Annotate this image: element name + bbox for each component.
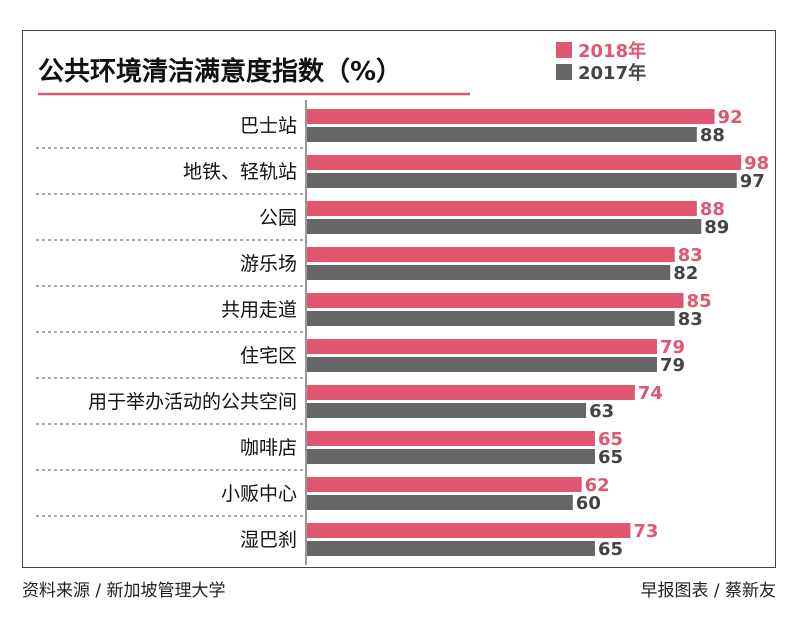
bar-2017	[307, 357, 657, 372]
bar-2017	[307, 219, 702, 234]
value-label: 98	[744, 153, 769, 174]
bar-2017	[307, 173, 737, 188]
legend-swatch-1	[556, 64, 572, 80]
bar-2018	[307, 385, 635, 400]
value-label: 92	[718, 107, 743, 128]
value-label: 74	[638, 383, 663, 404]
value-label: 88	[700, 125, 725, 146]
category-label: 巴士站	[240, 115, 297, 137]
bar-2017	[307, 403, 587, 418]
category-labels: 巴士站地铁、轻轨站公园游乐场共用走道住宅区用于举办活动的公共空间咖啡店小贩中心湿…	[88, 115, 297, 551]
value-label: 82	[673, 263, 698, 284]
bar-2018	[307, 201, 697, 216]
category-label: 公园	[259, 207, 297, 229]
category-label: 用于举办活动的公共空间	[88, 391, 297, 413]
value-label: 62	[585, 475, 610, 496]
bar-2017	[307, 127, 697, 142]
bar-2018	[307, 109, 715, 124]
value-label: 83	[678, 309, 703, 330]
bar-2017	[307, 449, 595, 464]
value-label: 79	[660, 337, 685, 358]
value-label: 73	[633, 521, 658, 542]
value-label: 89	[704, 217, 729, 238]
category-label: 共用走道	[221, 299, 297, 321]
legend-swatch-0	[556, 42, 572, 58]
bar-2017	[307, 541, 595, 556]
bar-2018	[307, 293, 684, 308]
bar-2018	[307, 247, 675, 262]
value-label: 60	[576, 493, 601, 514]
bar-2017	[307, 311, 675, 326]
value-label: 65	[598, 447, 623, 468]
bar-2018	[307, 339, 657, 354]
bar-2018	[307, 155, 742, 170]
bar-2017	[307, 265, 671, 280]
bar-2018	[307, 431, 595, 446]
bar-2018	[307, 477, 582, 492]
value-label: 88	[700, 199, 725, 220]
bar-2017	[307, 495, 573, 510]
bar-2018	[307, 523, 631, 538]
value-label: 83	[678, 245, 703, 266]
source-note: 资料来源 / 新加坡管理大学	[22, 581, 226, 601]
value-label: 85	[687, 291, 712, 312]
value-label: 97	[740, 171, 765, 192]
category-label: 地铁、轻轨站	[183, 161, 297, 183]
legend-label-1: 2017年	[578, 62, 646, 84]
bars	[307, 109, 742, 556]
value-label: 65	[598, 539, 623, 560]
category-label: 咖啡店	[240, 437, 297, 459]
row-separators	[36, 147, 306, 517]
legend-label-0: 2018年	[578, 40, 646, 62]
category-label: 游乐场	[240, 253, 297, 275]
credit-note: 早报图表 / 蔡新友	[640, 581, 776, 601]
category-label: 小贩中心	[221, 483, 297, 505]
value-label: 65	[598, 429, 623, 450]
value-label: 79	[660, 355, 685, 376]
chart-title: 公共环境清洁满意度指数（%）	[38, 56, 402, 87]
value-label: 63	[589, 401, 614, 422]
category-label: 湿巴刹	[240, 529, 297, 551]
category-label: 住宅区	[240, 345, 297, 367]
